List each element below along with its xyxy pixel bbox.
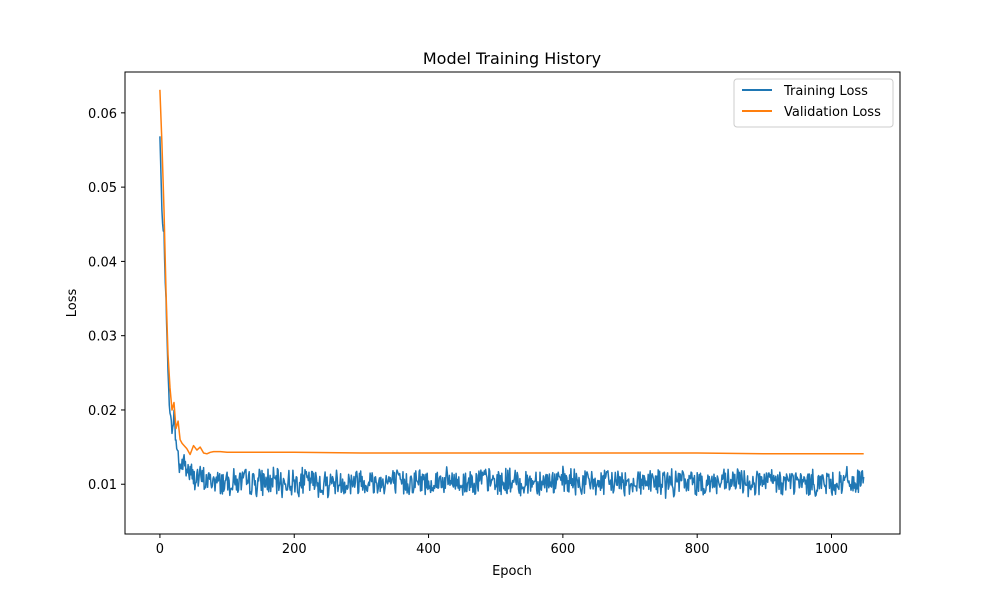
y-axis: 0.01 0.02 0.03 0.04 0.05 0.06 [88, 107, 125, 493]
plot-frame [124, 71, 901, 535]
series-layer [159, 89, 865, 499]
y-tick-label: 0.05 [88, 181, 117, 196]
x-tick-label: 1000 [815, 542, 848, 557]
y-tick-label: 0.04 [88, 255, 117, 270]
legend: Training Loss Validation Loss [733, 78, 894, 128]
x-tick-label: 0 [156, 542, 164, 557]
legend-label-training-loss: Training Loss [783, 84, 868, 99]
x-axis-label: Epoch [492, 564, 532, 579]
y-tick-label: 0.06 [88, 107, 117, 122]
legend-label-validation-loss: Validation Loss [784, 105, 881, 120]
y-tick-label: 0.01 [88, 478, 117, 493]
y-tick-label: 0.02 [88, 404, 117, 419]
x-axis: 0 200 400 600 800 1000 [156, 534, 848, 557]
series-line-training-loss [159, 136, 865, 499]
series-line-validation-loss [159, 89, 864, 456]
x-tick-label: 600 [550, 542, 575, 557]
x-tick-label: 200 [282, 542, 307, 557]
y-tick-label: 0.03 [88, 330, 117, 345]
chart-title: Model Training History [423, 49, 601, 68]
x-tick-label: 400 [416, 542, 441, 557]
legend-box [733, 78, 894, 128]
x-tick-label: 800 [685, 542, 710, 557]
y-axis-label: Loss [65, 289, 80, 318]
